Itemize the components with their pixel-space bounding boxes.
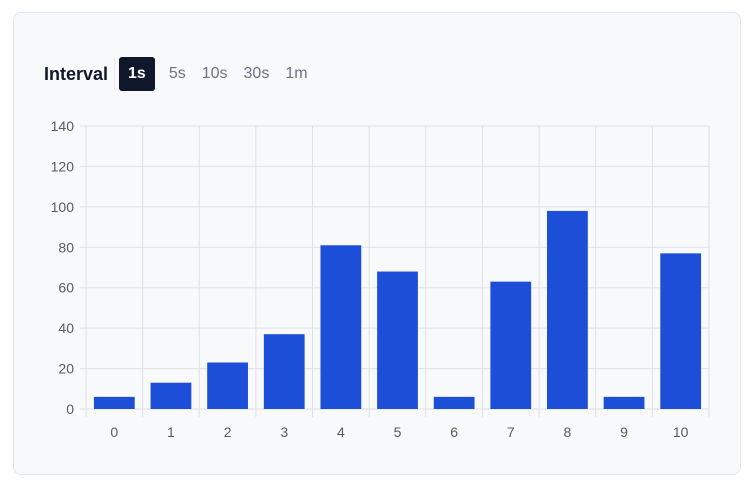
x-tick-label: 2 — [224, 424, 232, 440]
bar — [207, 362, 248, 409]
y-tick-label: 80 — [58, 239, 74, 255]
x-tick-label: 1 — [167, 424, 175, 440]
interval-toolbar: Interval 1s 5s 10s 30s 1m — [44, 56, 316, 92]
interval-label: Interval — [44, 63, 109, 84]
bar — [490, 281, 532, 409]
x-tick-label: 9 — [620, 424, 628, 440]
y-tick-label: 140 — [51, 118, 75, 134]
y-tick-label: 60 — [58, 280, 74, 296]
bar — [660, 253, 702, 409]
interval-option-30s[interactable]: 30s — [243, 65, 270, 82]
bar — [320, 245, 362, 409]
bar — [603, 396, 645, 409]
y-tick-label: 20 — [58, 361, 74, 377]
x-tick-label: 6 — [450, 424, 458, 440]
x-tick-label: 8 — [564, 424, 572, 440]
interval-option-1s[interactable]: 1s — [119, 57, 155, 91]
y-tick-label: 100 — [51, 199, 75, 215]
x-tick-label: 5 — [394, 424, 402, 440]
y-tick-label: 40 — [58, 320, 74, 336]
x-tick-label: 0 — [110, 424, 118, 440]
interval-option-1m[interactable]: 1m — [285, 65, 308, 82]
y-tick-label: 0 — [66, 401, 74, 417]
x-tick-label: 3 — [280, 424, 288, 440]
bar — [547, 210, 588, 409]
interval-option-10s[interactable]: 10s — [201, 65, 228, 82]
bar — [263, 334, 305, 409]
bar — [377, 271, 418, 409]
bar — [433, 396, 475, 409]
interval-option-5s[interactable]: 5s — [168, 65, 186, 82]
x-tick-label: 7 — [507, 424, 515, 440]
x-tick-label: 4 — [337, 424, 345, 440]
x-tick-label: 10 — [673, 424, 689, 440]
bar — [93, 396, 135, 409]
y-tick-label: 120 — [51, 158, 75, 174]
bar — [150, 382, 192, 409]
toolbar-divider — [114, 58, 116, 90]
